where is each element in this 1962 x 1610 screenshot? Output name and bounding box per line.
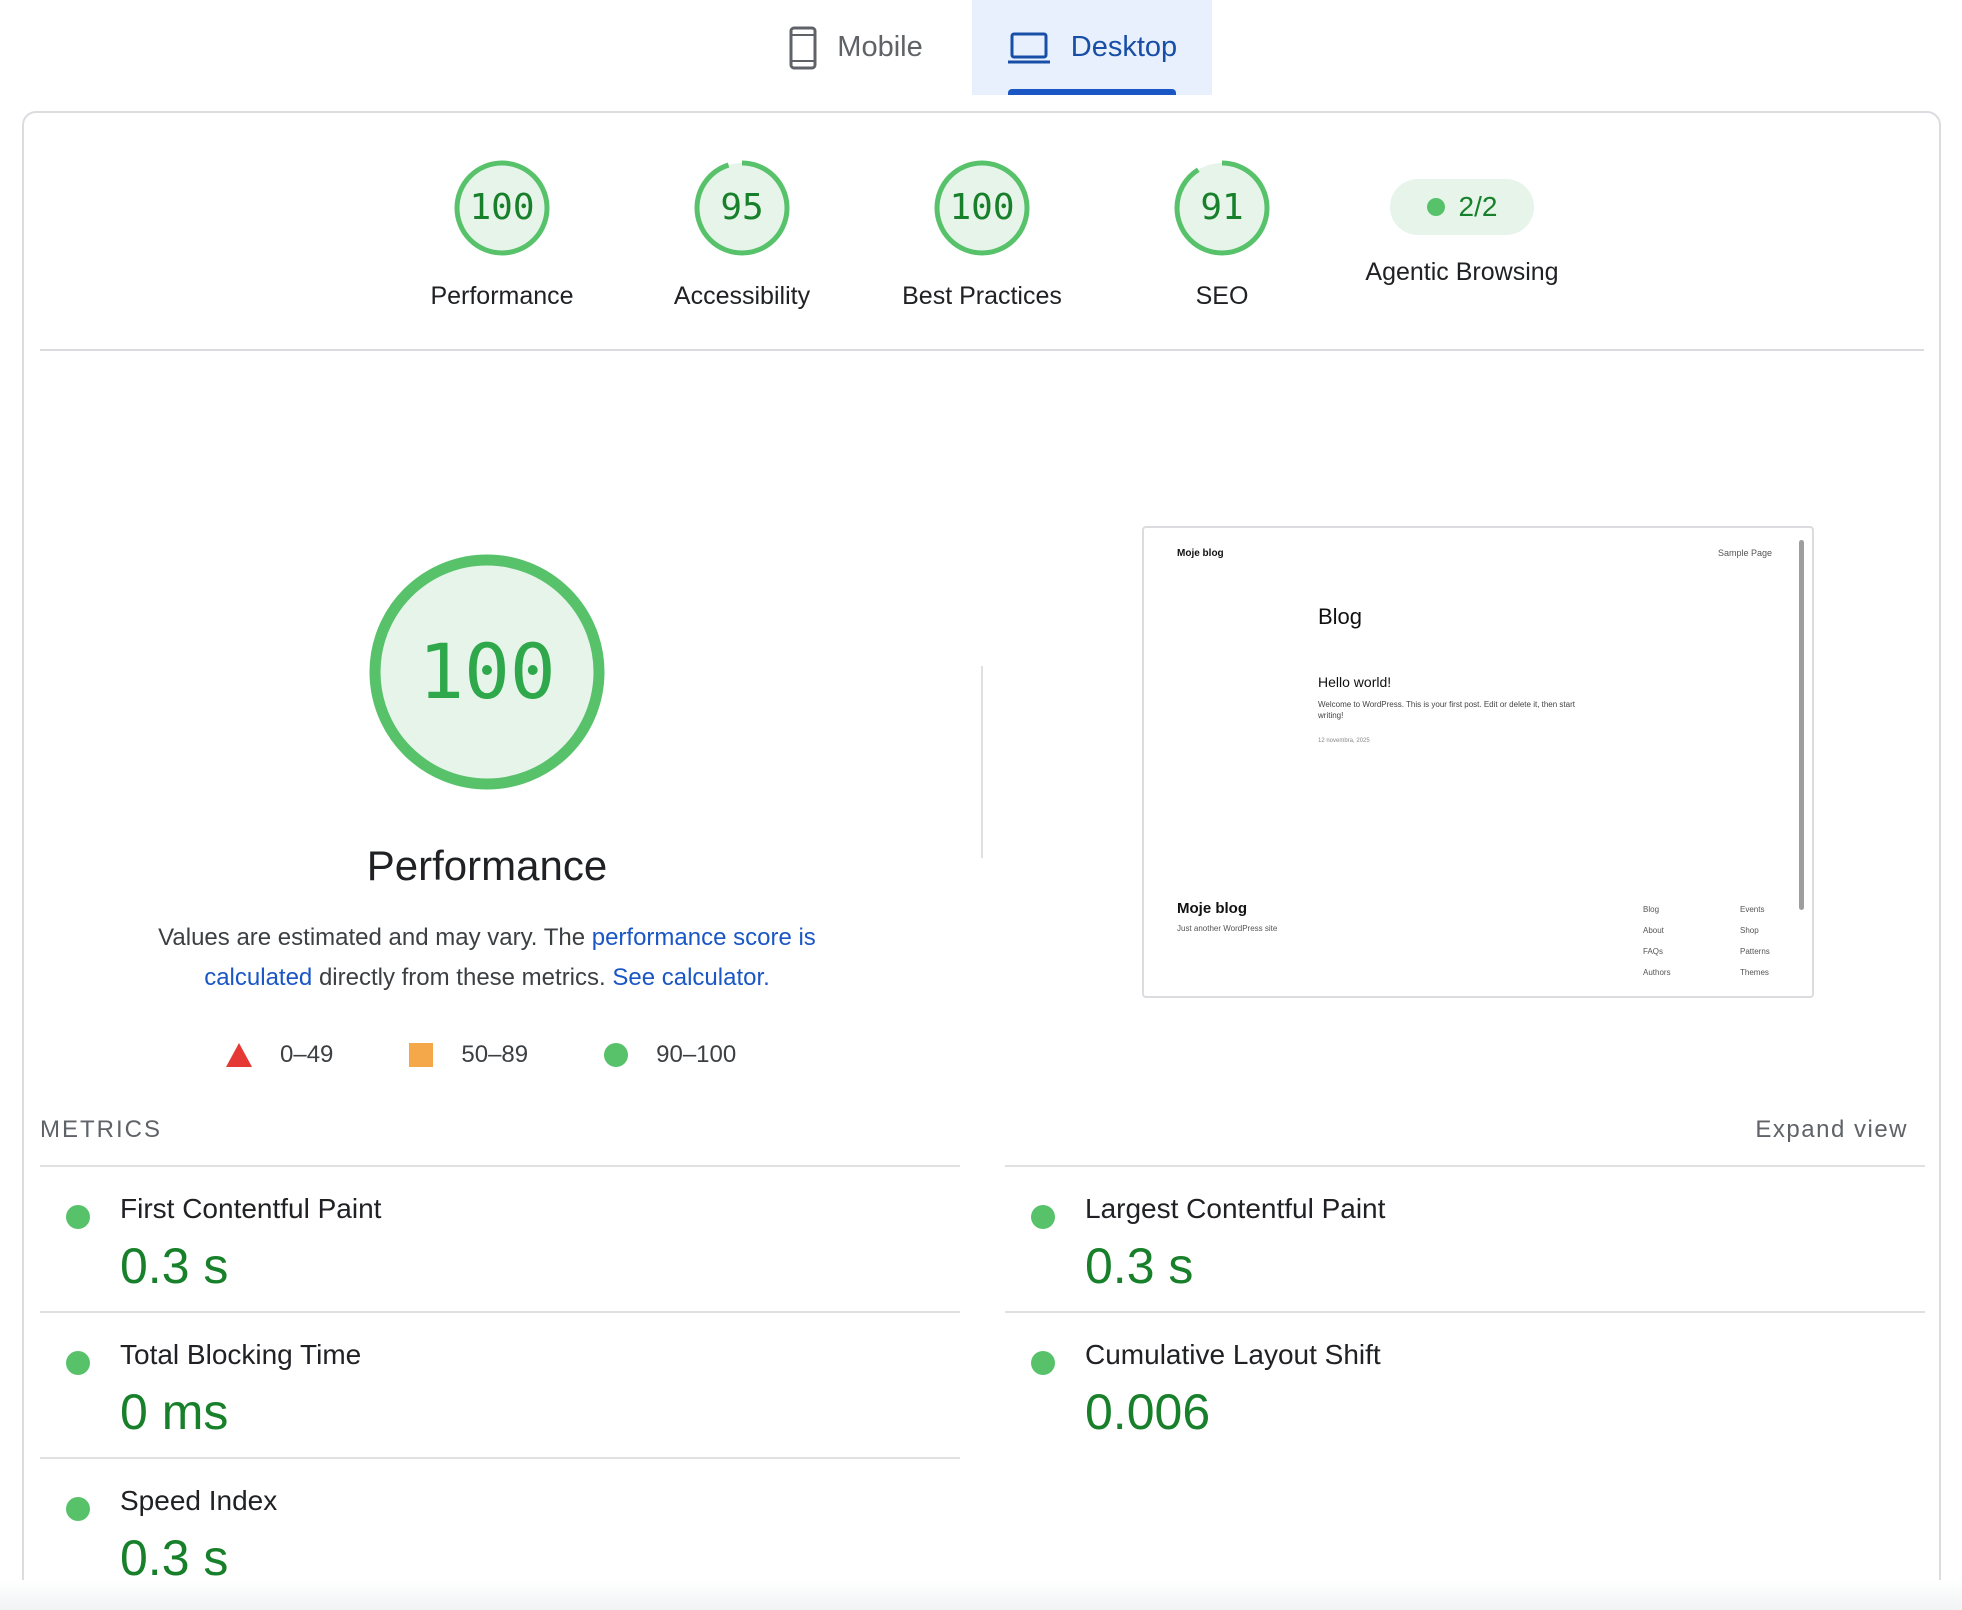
thumb-footer-col1: Blog About FAQs Authors bbox=[1643, 899, 1671, 983]
thumb-footer-title: Moje blog bbox=[1177, 900, 1247, 917]
metric-value: 0 ms bbox=[120, 1384, 229, 1440]
final-screenshot[interactable]: Moje blog Sample Page Blog Hello world! … bbox=[1142, 526, 1814, 998]
gauge-label: SEO bbox=[1195, 282, 1249, 310]
gauge-agentic-browsing[interactable]: 2/2 Agentic Browsing bbox=[1342, 158, 1582, 287]
metrics-heading: METRICS bbox=[40, 1116, 162, 1143]
gauge-label: Performance bbox=[430, 282, 574, 310]
divider bbox=[40, 349, 1924, 351]
gauge-score: 100 bbox=[469, 187, 535, 228]
legend-fail: 0–49 bbox=[226, 1041, 333, 1069]
performance-description: Values are estimated and may vary. The p… bbox=[117, 918, 857, 998]
bottom-edge bbox=[0, 1580, 1962, 1610]
device-tabs: Mobile Desktop bbox=[760, 0, 1212, 95]
circle-icon bbox=[604, 1043, 629, 1067]
gauge-performance[interactable]: 100 Performance bbox=[382, 158, 622, 311]
gauge-seo[interactable]: 91 SEO bbox=[1102, 158, 1342, 311]
metric-name: Speed Index bbox=[120, 1485, 278, 1516]
metric-value: 0.006 bbox=[1085, 1384, 1211, 1440]
thumb-footer-link: About bbox=[1643, 926, 1664, 935]
thumb-scrollbar bbox=[1799, 540, 1804, 910]
gauge-ring bbox=[454, 160, 550, 256]
pass-dot-icon bbox=[66, 1351, 90, 1375]
metric-name: First Contentful Paint bbox=[120, 1193, 382, 1224]
thumb-footer-link: Events bbox=[1740, 905, 1765, 914]
gauge-score: 95 bbox=[720, 187, 764, 228]
performance-score: 100 bbox=[418, 627, 556, 716]
gauge-best-practices[interactable]: 100 Best Practices bbox=[862, 158, 1102, 311]
tab-desktop-label: Desktop bbox=[1070, 31, 1178, 63]
tab-desktop[interactable]: Desktop bbox=[972, 0, 1212, 95]
mobile-phone-icon bbox=[789, 26, 817, 70]
gauge-ring bbox=[694, 160, 790, 256]
desc-text: Values are estimated and may vary. The bbox=[158, 924, 592, 951]
metric-value: 0.3 s bbox=[120, 1238, 229, 1294]
thumb-post-date: 12 novembra, 2025 bbox=[1318, 738, 1370, 744]
gauge-accessibility[interactable]: 95 Accessibility bbox=[622, 158, 862, 311]
gauge-score: 91 bbox=[1200, 187, 1244, 228]
thumb-footer-link: Authors bbox=[1643, 968, 1671, 977]
pass-dot-icon bbox=[66, 1205, 90, 1229]
divider bbox=[40, 1311, 960, 1313]
tab-mobile[interactable]: Mobile bbox=[760, 0, 972, 95]
metric-name: Largest Contentful Paint bbox=[1085, 1193, 1386, 1224]
gauge-label: Best Practices bbox=[902, 282, 1062, 310]
gauge-label: Accessibility bbox=[673, 282, 811, 310]
thumb-site-title: Moje blog bbox=[1177, 548, 1224, 559]
gauge-ring bbox=[934, 160, 1030, 256]
pass-dot-icon bbox=[1031, 1351, 1055, 1375]
gauge-score: 100 bbox=[949, 187, 1015, 228]
thumb-footer-link: Themes bbox=[1740, 968, 1769, 977]
thumb-footer-link: Blog bbox=[1643, 905, 1660, 914]
legend-average-label: 50–89 bbox=[461, 1041, 529, 1068]
laptop-icon bbox=[1007, 31, 1051, 65]
agentic-badge: 2/2 bbox=[1390, 179, 1534, 235]
thumb-post-excerpt: Welcome to WordPress. This is your first… bbox=[1318, 700, 1575, 720]
performance-title: Performance bbox=[366, 842, 608, 889]
metric-value: 0.3 s bbox=[120, 1530, 229, 1586]
metric-name: Total Blocking Time bbox=[120, 1339, 362, 1370]
divider bbox=[40, 1165, 960, 1167]
divider bbox=[40, 1457, 960, 1459]
expand-view-button[interactable]: Expand view bbox=[1755, 1116, 1908, 1143]
score-legend: 0–49 50–89 90–100 bbox=[226, 1040, 736, 1070]
performance-gauge bbox=[369, 554, 605, 790]
active-tab-indicator bbox=[1008, 89, 1176, 95]
agentic-value: 2/2 bbox=[1458, 191, 1498, 222]
square-icon bbox=[409, 1043, 434, 1067]
gauge-ring bbox=[1174, 160, 1270, 256]
thumb-sample-page: Sample Page bbox=[1717, 548, 1772, 558]
thumb-footer-link: Patterns bbox=[1740, 947, 1770, 956]
thumb-footer-link: Shop bbox=[1740, 926, 1759, 935]
legend-fail-label: 0–49 bbox=[280, 1041, 334, 1068]
triangle-icon bbox=[226, 1043, 252, 1067]
metric-value: 0.3 s bbox=[1085, 1238, 1194, 1294]
pass-dot-icon bbox=[66, 1497, 90, 1521]
divider bbox=[1005, 1165, 1925, 1167]
pass-dot-icon bbox=[1426, 198, 1445, 216]
thumb-footer-tagline: Just another WordPress site bbox=[1177, 924, 1278, 933]
legend-pass: 90–100 bbox=[604, 1041, 736, 1069]
pass-dot-icon bbox=[1031, 1205, 1055, 1229]
vertical-divider bbox=[981, 666, 983, 858]
category-gauges: 100 Performance 95 Accessibility 100 Bes… bbox=[0, 158, 1962, 318]
divider bbox=[1005, 1311, 1925, 1313]
legend-pass-label: 90–100 bbox=[656, 1041, 737, 1068]
thumb-post-title: Hello world! bbox=[1318, 674, 1392, 690]
score-calculated-link[interactable]: performance score is calculated bbox=[204, 924, 816, 991]
desc-text: directly from these metrics. bbox=[312, 964, 613, 991]
legend-average: 50–89 bbox=[409, 1041, 528, 1069]
thumb-footer-col2: Events Shop Patterns Themes bbox=[1740, 899, 1770, 983]
metric-name: Cumulative Layout Shift bbox=[1085, 1339, 1381, 1370]
thumb-footer-link: FAQs bbox=[1643, 947, 1664, 956]
tab-mobile-label: Mobile bbox=[837, 31, 923, 63]
gauge-label: Agentic Browsing bbox=[1365, 258, 1559, 286]
thumb-heading: Blog bbox=[1318, 604, 1363, 629]
see-calculator-link[interactable]: See calculator. bbox=[612, 964, 770, 991]
